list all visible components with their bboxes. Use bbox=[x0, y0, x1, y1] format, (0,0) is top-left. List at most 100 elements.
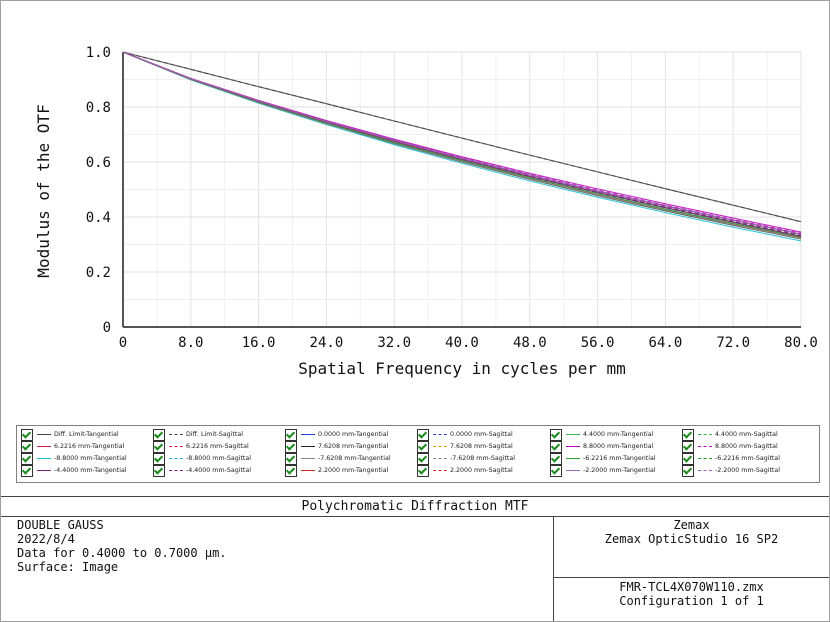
legend-checkbox[interactable] bbox=[550, 452, 562, 465]
legend-swatch bbox=[301, 446, 315, 447]
legend-checkbox[interactable] bbox=[550, 464, 562, 477]
x-tick-label: 48.0 bbox=[513, 335, 547, 351]
legend-checkbox[interactable] bbox=[21, 452, 33, 465]
legend-item: -2.2000 mm-Tangential bbox=[550, 464, 656, 477]
legend-checkbox[interactable] bbox=[21, 428, 33, 441]
legend-swatch bbox=[37, 458, 51, 459]
legend-item: 6.2216 mm-Sagittal bbox=[153, 440, 249, 453]
analysis-title: Polychromatic Diffraction MTF bbox=[301, 499, 529, 514]
legend-label: 4.4000 mm-Sagittal bbox=[715, 431, 778, 438]
legend-checkbox[interactable] bbox=[153, 428, 165, 441]
legend-checkbox[interactable] bbox=[682, 464, 694, 477]
legend-swatch bbox=[698, 458, 712, 459]
legend-item: 0.0000 mm-Sagittal bbox=[417, 428, 513, 441]
tick-labels: 0 8.0 16.0 24.0 32.0 40.0 48.0 56.0 64.0 72.0 80.0… bbox=[86, 45, 818, 351]
legend-swatch bbox=[37, 446, 51, 447]
date-text: 2022/8/4 bbox=[17, 532, 75, 546]
legend-swatch bbox=[698, 470, 712, 471]
mtf-chart: 0 8.0 16.0 24.0 32.0 40.0 48.0 56.0 64.0 72.0 80.0… bbox=[34, 45, 818, 378]
legend-item: -7.6208 mm-Sagittal bbox=[417, 452, 515, 465]
y-tick-label: 0.4 bbox=[86, 210, 111, 226]
configuration-text: Configuration 1 of 1 bbox=[619, 594, 764, 608]
surface-text: Surface: Image bbox=[17, 560, 119, 574]
legend-swatch bbox=[433, 458, 447, 459]
legend-checkbox[interactable] bbox=[682, 452, 694, 465]
legend-item: 8.8000 mm-Tangential bbox=[550, 440, 654, 453]
legend-checkbox[interactable] bbox=[153, 452, 165, 465]
software-text: Zemax OpticStudio 16 SP2 bbox=[604, 532, 779, 546]
legend-item: 7.6208 mm-Tangential bbox=[285, 440, 388, 453]
legend-checkbox[interactable] bbox=[285, 440, 297, 453]
legend-checkbox[interactable] bbox=[682, 428, 694, 441]
legend-item: 6.2216 mm-Tangential bbox=[21, 440, 125, 453]
legend-checkbox[interactable] bbox=[153, 464, 165, 477]
legend-swatch bbox=[301, 458, 315, 459]
legend-swatch bbox=[37, 470, 51, 471]
legend-label: -8.8000 mm-Tangential bbox=[54, 455, 127, 462]
y-tick-label: 0.8 bbox=[86, 100, 111, 116]
y-tick-label: 1.0 bbox=[86, 45, 111, 61]
legend-item: 4.4000 mm-Tangential bbox=[550, 428, 653, 441]
axes bbox=[122, 52, 801, 328]
series-lines bbox=[122, 51, 802, 242]
legend-label: 8.8000 mm-Tangential bbox=[583, 443, 654, 450]
legend-checkbox[interactable] bbox=[550, 440, 562, 453]
legend-checkbox[interactable] bbox=[21, 464, 33, 477]
legend-checkbox[interactable] bbox=[21, 440, 33, 453]
legend-label: -7.6208 mm-Sagittal bbox=[450, 455, 515, 462]
legend-swatch bbox=[169, 434, 183, 435]
legend-checkbox[interactable] bbox=[285, 428, 297, 441]
legend-label: 6.2216 mm-Tangential bbox=[54, 443, 125, 450]
legend-checkbox[interactable] bbox=[417, 452, 429, 465]
legend-label: -6.2216 mm-Tangential bbox=[583, 455, 656, 462]
legend-swatch bbox=[566, 446, 580, 447]
divider bbox=[553, 517, 554, 621]
legend: Diff. Limit-Tangential Diff. Limit-Sagitt… bbox=[16, 425, 820, 483]
series-line-diff-limit-sagittal bbox=[122, 51, 802, 223]
legend-item: 0.0000 mm-Tangential bbox=[285, 428, 388, 441]
lens-name: DOUBLE GAUSS bbox=[17, 518, 104, 532]
legend-item: -8.8000 mm-Tangential bbox=[21, 452, 127, 465]
wavelength-text: Data for 0.4000 to 0.7000 µm. bbox=[17, 546, 227, 560]
legend-checkbox[interactable] bbox=[417, 440, 429, 453]
x-tick-label: 8.0 bbox=[178, 335, 203, 351]
legend-item: Diff. Limit-Sagittal bbox=[153, 428, 243, 441]
legend-label: -4.4000 mm-Sagittal bbox=[186, 467, 251, 474]
legend-label: -7.6208 mm-Tangential bbox=[318, 455, 391, 462]
legend-checkbox[interactable] bbox=[285, 452, 297, 465]
legend-swatch bbox=[37, 434, 51, 435]
legend-checkbox[interactable] bbox=[550, 428, 562, 441]
x-tick-label: 72.0 bbox=[716, 335, 750, 351]
legend-swatch bbox=[169, 458, 183, 459]
legend-checkbox[interactable] bbox=[417, 428, 429, 441]
legend-label: -6.2216 mm-Sagittal bbox=[715, 455, 780, 462]
divider bbox=[1, 496, 829, 497]
y-tick-label: 0.6 bbox=[86, 155, 111, 171]
legend-checkbox[interactable] bbox=[153, 440, 165, 453]
legend-label: -2.2000 mm-Tangential bbox=[583, 467, 656, 474]
legend-item: 8.8000 mm-Sagittal bbox=[682, 440, 778, 453]
legend-label: -4.4000 mm-Tangential bbox=[54, 467, 127, 474]
legend-swatch bbox=[433, 470, 447, 471]
legend-item: -4.4000 mm-Sagittal bbox=[153, 464, 251, 477]
divider bbox=[1, 516, 829, 517]
legend-item: -4.4000 mm-Tangential bbox=[21, 464, 127, 477]
legend-checkbox[interactable] bbox=[682, 440, 694, 453]
x-tick-label: 64.0 bbox=[649, 335, 683, 351]
grid bbox=[122, 51, 802, 328]
legend-checkbox[interactable] bbox=[417, 464, 429, 477]
legend-label: 7.6208 mm-Sagittal bbox=[450, 443, 513, 450]
legend-item: -7.6208 mm-Tangential bbox=[285, 452, 391, 465]
x-axis-label: Spatial Frequency in cycles per mm bbox=[298, 359, 626, 378]
legend-swatch bbox=[301, 470, 315, 471]
legend-item: 2.2000 mm-Sagittal bbox=[417, 464, 513, 477]
x-tick-label: 56.0 bbox=[581, 335, 615, 351]
legend-swatch bbox=[169, 446, 183, 447]
legend-label: 8.8000 mm-Sagittal bbox=[715, 443, 778, 450]
legend-item: 2.2000 mm-Tangential bbox=[285, 464, 388, 477]
legend-label: -8.8000 mm-Sagittal bbox=[186, 455, 251, 462]
legend-checkbox[interactable] bbox=[285, 464, 297, 477]
series-line-2-2000-mm-tangential bbox=[122, 51, 802, 235]
y-tick-label: 0 bbox=[103, 320, 111, 336]
legend-item: 7.6208 mm-Sagittal bbox=[417, 440, 513, 453]
